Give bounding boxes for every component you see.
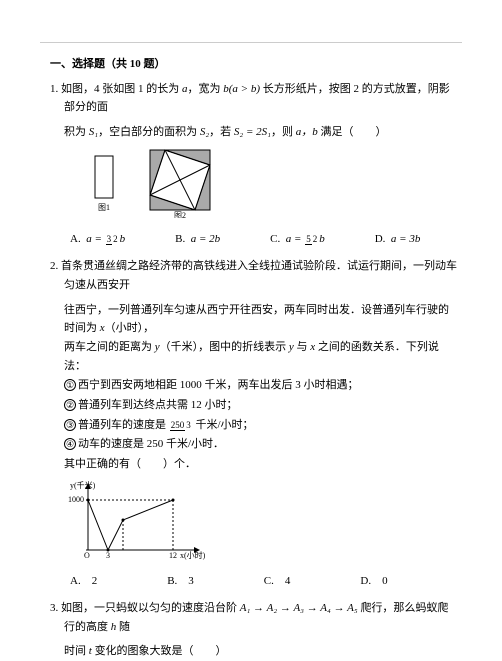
q1-line2: 积为 S₁，空白部分的面积为 S₂，若 S₂ = 2S₁，则 a，b 满足（ ） — [50, 123, 457, 142]
svg-text:x(小时): x(小时) — [180, 550, 206, 560]
q2-s3den: 3 — [185, 420, 192, 430]
q1-b-eq: a = 2b — [191, 233, 220, 245]
q1-figures: 图1 图2 — [90, 148, 457, 225]
svg-text:图2: 图2 — [174, 211, 186, 218]
q1-l2e: 满足（ ） — [318, 126, 387, 138]
q2-choice-b: B. 3 — [167, 572, 194, 591]
q1-choice-b: B. a = 2b — [175, 230, 220, 249]
q1-ab: a，b — [296, 126, 318, 138]
q2-s3num: 250 — [170, 420, 186, 431]
q2-chart: y(千米) 1000 3 12 O x(小时) — [68, 480, 457, 567]
svg-text:1000: 1000 — [68, 495, 84, 504]
question-1: 1. 如图，4 张如图 1 的长为 a，宽为 b(a > b) 长方形纸片，按图… — [50, 80, 457, 117]
q2-number: 2. — [50, 260, 58, 272]
q1-choice-d: D. a = 3b — [375, 230, 421, 249]
q2-tail: 其中正确的有（ ）个． — [64, 455, 457, 474]
top-rule — [40, 42, 462, 43]
q1-l2b: ，空白部分的面积为 — [98, 126, 200, 138]
q1-text-1b: ，宽为 — [188, 83, 224, 95]
q1-text-1: 如图，4 张如图 1 的长为 — [61, 83, 182, 95]
q1-c-suf: b — [319, 233, 325, 245]
q2-choice-d: D. 0 — [360, 572, 387, 591]
q1-eq: S₂ = 2S₁ — [234, 126, 271, 138]
q2-l3c: 与 — [294, 341, 311, 353]
circ2: ② — [64, 399, 76, 411]
svg-text:O: O — [84, 551, 90, 560]
q2-s2t: 普通列车到达终点共需 12 小时； — [78, 399, 238, 411]
q1-d-label: D. — [375, 233, 386, 245]
q3-l1a: 如图，一只蚂蚁以匀匀的速度沿台阶 — [61, 602, 240, 614]
q2-l2: 往西宁，一列普通列车匀速从西宁开往西安，两车同时出发．设普通列车行驶的时间为 x… — [50, 301, 457, 338]
q1-b-label: B. — [175, 233, 185, 245]
q1-cond: (a > b) — [229, 83, 260, 95]
q2-choice-a: A. 2 — [70, 572, 97, 591]
q1-choice-a: A. a = 32b — [70, 230, 125, 249]
q1-a-suf: b — [120, 233, 126, 245]
q1-l2d: ，则 — [271, 126, 296, 138]
q2-stmt3: ③普通列车的速度是 2503 千米/小时； — [64, 416, 457, 435]
q1-c-label: C. — [270, 233, 280, 245]
q2-s3b: 千米/小时； — [193, 419, 254, 431]
q2-svg: y(千米) 1000 3 12 O x(小时) — [68, 480, 208, 560]
q1-a-lhs: a = — [86, 233, 104, 245]
q3-l2a: 时间 — [64, 645, 89, 657]
q1-d-eq: a = 3b — [391, 233, 420, 245]
svg-text:12: 12 — [169, 551, 177, 560]
q3-l2b: 变化的图象大致是（ ） — [92, 645, 227, 657]
circ1: ① — [64, 379, 76, 391]
question-3: 3. 如图，一只蚂蚁以匀匀的速度沿台阶 A₁ → A₂ → A₃ → A₄ → … — [50, 599, 457, 636]
q1-svg: 图1 图2 — [90, 148, 270, 218]
q2-s3a: 普通列车的速度是 — [78, 419, 169, 431]
q1-choices: A. a = 32b B. a = 2b C. a = 52b D. a = 3… — [70, 230, 457, 249]
question-2: 2. 首条贯通丝绸之路经济带的高铁线进入全线拉通试验阶段．试运行期间，一列动车匀… — [50, 257, 457, 294]
q1-choice-c: C. a = 52b — [270, 230, 325, 249]
svg-text:3: 3 — [106, 551, 110, 560]
svg-text:y(千米): y(千米) — [70, 480, 96, 490]
q1-l2a: 积为 — [64, 126, 89, 138]
q1-c-den: 2 — [312, 234, 319, 244]
q2-s4t: 动车的速度是 250 千米/小时． — [78, 438, 224, 450]
q1-l2c: ，若 — [209, 126, 234, 138]
q1-a-label: A. — [70, 233, 81, 245]
q1-number: 1. — [50, 83, 58, 95]
q2-choices: A. 2 B. 3 C. 4 D. 0 — [70, 572, 457, 591]
q1-a-den: 2 — [112, 234, 119, 244]
q3-l2: 时间 t 变化的图象大致是（ ） — [50, 642, 457, 661]
section-title: 一、选择题（共 10 题） — [50, 55, 457, 74]
q1-c-num: 5 — [305, 234, 312, 245]
q2-l3: 两车之间的距离为 y（千米），图中的折线表示 y 与 x 之间的函数关系．下列说… — [50, 338, 457, 375]
q2-stmt2: ②普通列车到达终点共需 12 小时； — [64, 396, 457, 415]
q1-s2: S₂ — [200, 126, 209, 138]
q3-number: 3. — [50, 602, 58, 614]
q2-choice-c: C. 4 — [264, 572, 291, 591]
circ3: ③ — [64, 419, 76, 431]
q1-s1: S₁ — [89, 126, 98, 138]
q2-l1: 首条贯通丝绸之路经济带的高铁线进入全线拉通试验阶段．试运行期间，一列动车匀速从西… — [61, 260, 457, 291]
q2-l3b: （千米），图中的折线表示 — [160, 341, 289, 353]
q2-stmt1: ①西宁到西安两地相距 1000 千米，两车出发后 3 小时相遇； — [64, 376, 457, 395]
q2-l3a: 两车之间的距离为 — [64, 341, 155, 353]
q2-stmt4: ④动车的速度是 250 千米/小时． — [64, 435, 457, 454]
svg-text:图1: 图1 — [98, 203, 110, 212]
q2-s1t: 西宁到西安两地相距 1000 千米，两车出发后 3 小时相遇； — [78, 379, 359, 391]
q3-l1c: 随 — [116, 621, 130, 633]
q1-c-lhs: a = — [286, 233, 304, 245]
circ4: ④ — [64, 438, 76, 450]
q2-l2b: （小时）， — [105, 322, 155, 334]
q3-seq: A₁ → A₂ → A₃ → A₄ → A₅ — [240, 602, 358, 614]
